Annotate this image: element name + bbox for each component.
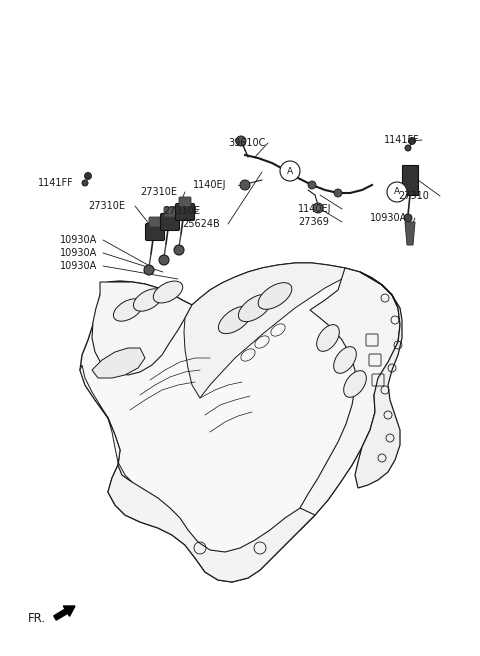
Text: 1140EJ: 1140EJ <box>298 204 332 214</box>
Circle shape <box>334 189 342 197</box>
Polygon shape <box>80 365 132 482</box>
Text: 1140EJ: 1140EJ <box>193 180 227 190</box>
Polygon shape <box>295 268 400 530</box>
FancyArrow shape <box>54 606 75 620</box>
Text: 27310E: 27310E <box>88 201 125 211</box>
FancyBboxPatch shape <box>164 207 176 217</box>
Circle shape <box>174 245 184 255</box>
Text: 1141FF: 1141FF <box>384 135 420 145</box>
Ellipse shape <box>133 289 163 311</box>
Polygon shape <box>355 272 402 488</box>
Ellipse shape <box>334 346 356 373</box>
Text: A: A <box>287 167 293 176</box>
Ellipse shape <box>258 283 292 310</box>
Ellipse shape <box>317 325 339 352</box>
FancyBboxPatch shape <box>179 197 191 207</box>
Circle shape <box>281 166 289 174</box>
Ellipse shape <box>218 306 252 334</box>
Circle shape <box>280 161 300 181</box>
Circle shape <box>308 181 316 189</box>
Circle shape <box>405 145 411 151</box>
Circle shape <box>236 136 246 146</box>
Ellipse shape <box>239 295 272 321</box>
Text: 1141FF: 1141FF <box>38 178 74 188</box>
Polygon shape <box>402 165 418 195</box>
Circle shape <box>313 203 323 213</box>
Polygon shape <box>184 263 360 398</box>
Text: FR.: FR. <box>28 611 46 625</box>
Polygon shape <box>405 222 415 245</box>
Circle shape <box>404 214 412 222</box>
Text: 10930A: 10930A <box>370 213 407 223</box>
Text: 39610C: 39610C <box>228 138 265 148</box>
Circle shape <box>84 173 92 180</box>
Circle shape <box>159 255 169 265</box>
Circle shape <box>408 138 416 144</box>
Polygon shape <box>92 282 192 375</box>
Text: 27310E: 27310E <box>163 206 200 216</box>
Text: 27310E: 27310E <box>140 187 177 197</box>
FancyBboxPatch shape <box>149 217 161 227</box>
Circle shape <box>144 265 154 275</box>
Ellipse shape <box>113 299 143 321</box>
Text: 25624B: 25624B <box>182 219 220 229</box>
Text: 10930A: 10930A <box>60 261 97 271</box>
Circle shape <box>82 180 88 186</box>
Polygon shape <box>80 263 400 582</box>
Polygon shape <box>108 465 315 582</box>
Ellipse shape <box>153 281 183 303</box>
Polygon shape <box>92 348 145 378</box>
Text: 27369: 27369 <box>298 217 329 227</box>
Text: A: A <box>394 188 400 197</box>
Circle shape <box>240 180 250 190</box>
Circle shape <box>387 182 407 202</box>
Text: 27310: 27310 <box>398 191 429 201</box>
Ellipse shape <box>344 371 366 398</box>
FancyBboxPatch shape <box>176 203 194 220</box>
FancyBboxPatch shape <box>160 213 180 230</box>
Text: 10930A: 10930A <box>60 235 97 245</box>
Text: 10930A: 10930A <box>60 248 97 258</box>
FancyBboxPatch shape <box>145 224 165 241</box>
